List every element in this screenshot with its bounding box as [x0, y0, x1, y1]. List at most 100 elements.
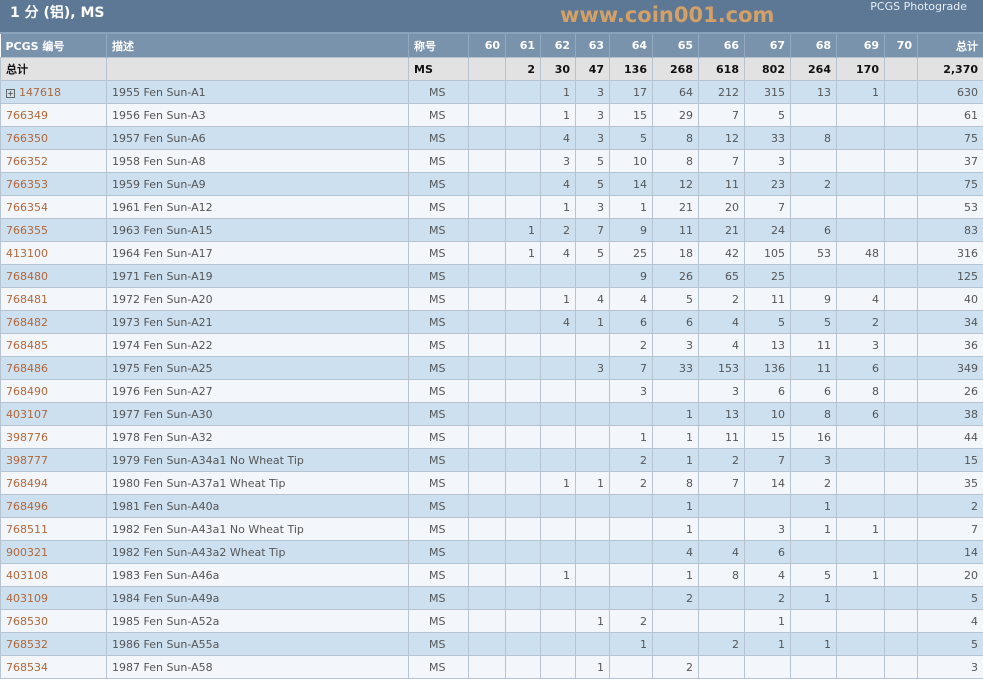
grade-count-cell [506, 656, 541, 679]
pcgs-number-link[interactable]: 766353 [6, 178, 48, 191]
grade-count-cell [653, 610, 699, 633]
grade-count-cell [469, 564, 506, 587]
photograde-link[interactable]: PCGS Photograde [870, 0, 967, 13]
column-header[interactable]: 称号 [409, 34, 469, 58]
grade-count-cell [506, 587, 541, 610]
grade-count-cell [469, 150, 506, 173]
grade-count-cell: 7 [699, 150, 745, 173]
total-cell: 40 [918, 288, 983, 311]
designation-cell: MS [409, 196, 469, 219]
column-header[interactable]: 62 [541, 34, 576, 58]
pcgs-number-link[interactable]: 768511 [6, 523, 48, 536]
column-header[interactable]: 66 [699, 34, 745, 58]
description-cell: 1985 Fen Sun-A52a [107, 610, 409, 633]
grade-count-cell: 1 [653, 564, 699, 587]
grade-count-cell: 11 [699, 426, 745, 449]
grade-count-cell [610, 541, 653, 564]
designation-cell: MS [409, 656, 469, 679]
grade-count-cell: 2 [541, 219, 576, 242]
grade-count-cell: 7 [610, 357, 653, 380]
grade-count-cell: 8 [653, 127, 699, 150]
pcgs-number-link[interactable]: 766350 [6, 132, 48, 145]
grade-count-cell: 4 [541, 173, 576, 196]
total-cell: 2 [918, 495, 983, 518]
grade-count-cell: 23 [745, 173, 791, 196]
total-cell: 61 [918, 104, 983, 127]
grade-count-cell [576, 380, 610, 403]
expand-icon[interactable]: + [6, 89, 15, 98]
column-header[interactable]: 61 [506, 34, 541, 58]
empty-cell [107, 58, 409, 81]
pcgs-number-link[interactable]: 768532 [6, 638, 48, 651]
grade-count-cell [506, 495, 541, 518]
pcgs-number-link[interactable]: 768534 [6, 661, 48, 674]
column-header[interactable]: 60 [469, 34, 506, 58]
pcgs-number-link[interactable]: 768480 [6, 270, 48, 283]
grade-count-cell: 5 [576, 150, 610, 173]
grade-count-cell: 4 [745, 564, 791, 587]
pcgs-number-link[interactable]: 768486 [6, 362, 48, 375]
pcgs-number-link[interactable]: 768481 [6, 293, 48, 306]
pcgs-number-link[interactable]: 768494 [6, 477, 48, 490]
grade-count-cell [469, 311, 506, 334]
grade-count-cell: 14 [610, 173, 653, 196]
pcgs-number-link[interactable]: 768485 [6, 339, 48, 352]
pcgs-number-cell: 768511 [1, 518, 107, 541]
grade-count-cell: 20 [699, 196, 745, 219]
column-header[interactable]: 63 [576, 34, 610, 58]
grade-count-cell [885, 656, 918, 679]
grade-count-cell [837, 150, 885, 173]
grade-count-cell: 29 [653, 104, 699, 127]
pcgs-number-link[interactable]: 900321 [6, 546, 48, 559]
grade-count-cell: 1 [653, 495, 699, 518]
pcgs-number-link[interactable]: 768482 [6, 316, 48, 329]
grade-count-cell [506, 104, 541, 127]
grade-count-cell: 315 [745, 81, 791, 104]
pcgs-number-link[interactable]: 398777 [6, 454, 48, 467]
pcgs-number-link[interactable]: 403107 [6, 408, 48, 421]
pcgs-number-link[interactable]: 768530 [6, 615, 48, 628]
total-cell: 125 [918, 265, 983, 288]
grade-count-cell: 170 [837, 58, 885, 81]
column-header[interactable]: 65 [653, 34, 699, 58]
pcgs-number-link[interactable]: 766352 [6, 155, 48, 168]
grade-count-cell: 9 [791, 288, 837, 311]
pcgs-number-link[interactable]: 766355 [6, 224, 48, 237]
pcgs-number-link[interactable]: 403108 [6, 569, 48, 582]
grade-count-cell [506, 403, 541, 426]
grade-count-cell: 1 [653, 449, 699, 472]
grade-count-cell: 5 [576, 242, 610, 265]
pcgs-number-link[interactable]: 766354 [6, 201, 48, 214]
pcgs-number-link[interactable]: 398776 [6, 431, 48, 444]
column-header[interactable]: PCGS 编号 [1, 34, 107, 58]
column-header[interactable]: 67 [745, 34, 791, 58]
column-header[interactable]: 68 [791, 34, 837, 58]
column-header[interactable]: 70 [885, 34, 918, 58]
grade-count-cell [576, 403, 610, 426]
grade-count-cell [469, 426, 506, 449]
pcgs-number-link[interactable]: 147618 [19, 86, 61, 99]
pcgs-number-link[interactable]: 766349 [6, 109, 48, 122]
pcgs-number-link[interactable]: 403109 [6, 592, 48, 605]
pcgs-number-link[interactable]: 768490 [6, 385, 48, 398]
grade-count-cell [576, 265, 610, 288]
grade-count-cell: 3 [653, 334, 699, 357]
total-cell: 4 [918, 610, 983, 633]
grade-count-cell: 2 [699, 449, 745, 472]
column-header[interactable]: 64 [610, 34, 653, 58]
description-cell: 1980 Fen Sun-A37a1 Wheat Tip [107, 472, 409, 495]
column-header[interactable]: 描述 [107, 34, 409, 58]
column-header[interactable]: 总计 [918, 34, 983, 58]
column-header[interactable]: 69 [837, 34, 885, 58]
description-cell: 1973 Fen Sun-A21 [107, 311, 409, 334]
grade-count-cell [885, 150, 918, 173]
pcgs-number-link[interactable]: 768496 [6, 500, 48, 513]
pcgs-number-link[interactable]: 413100 [6, 247, 48, 260]
